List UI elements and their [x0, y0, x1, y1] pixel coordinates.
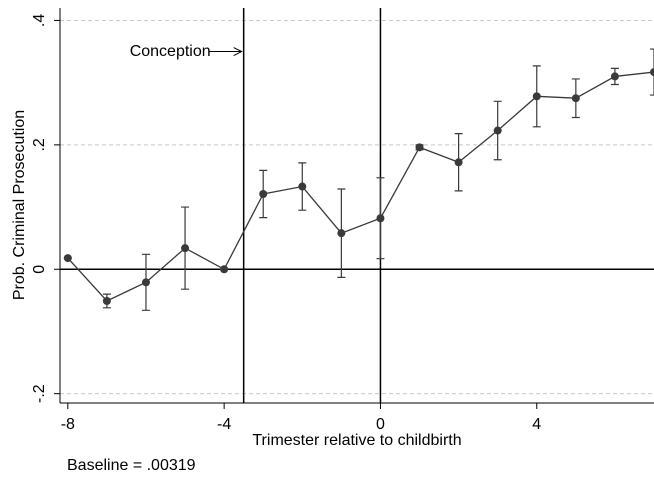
point	[493, 126, 502, 135]
note: Baseline = .00319	[67, 457, 196, 474]
point	[337, 229, 346, 238]
point	[376, 214, 385, 223]
point	[571, 94, 580, 103]
error-bar	[650, 48, 654, 96]
point	[650, 68, 654, 77]
x-tick-label: 0	[376, 416, 385, 433]
point	[298, 182, 307, 191]
y-tick-label: 0	[31, 265, 48, 274]
y-axis-label: Prob. Criminal Prosecution	[11, 110, 28, 300]
line	[67, 71, 654, 302]
x-tick-label: -4	[217, 416, 231, 433]
point	[141, 278, 150, 287]
point	[454, 158, 463, 167]
point	[63, 254, 72, 263]
x-tick-label: 4	[532, 416, 541, 433]
annotation: Conception	[130, 43, 211, 60]
y-tick-label: .4	[31, 14, 48, 27]
point	[532, 92, 541, 101]
point	[610, 72, 619, 81]
x-tick-label: -8	[61, 416, 75, 433]
point	[102, 296, 111, 305]
point	[220, 265, 229, 274]
point	[181, 244, 190, 253]
point	[259, 189, 268, 198]
x-axis-label: Trimester relative to childbirth	[252, 432, 461, 449]
y-tick-label: .2	[31, 138, 48, 151]
point	[415, 143, 424, 152]
annotation-arrowhead	[233, 47, 243, 56]
y-tick-label: -.2	[31, 384, 48, 403]
